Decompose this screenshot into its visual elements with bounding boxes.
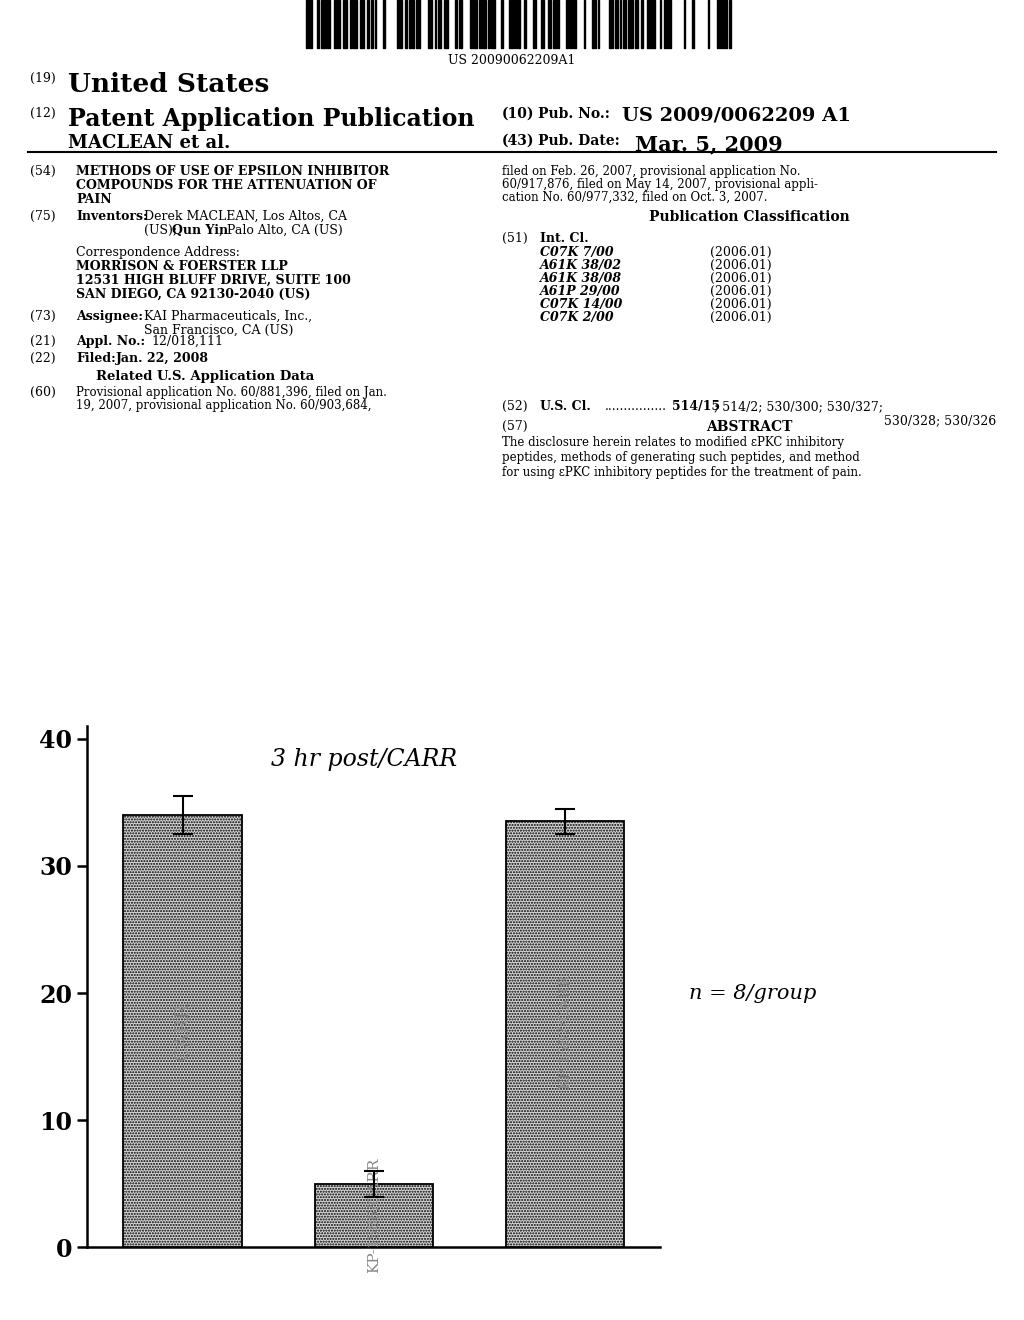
Text: PAIN: PAIN bbox=[76, 193, 112, 206]
Text: (43): (43) bbox=[502, 135, 535, 148]
Text: (2006.01): (2006.01) bbox=[710, 272, 772, 285]
Text: (73): (73) bbox=[30, 310, 55, 323]
Text: ABSTRACT: ABSTRACT bbox=[706, 420, 793, 434]
Text: Pub. Date:: Pub. Date: bbox=[538, 135, 620, 148]
Text: Publication Classification: Publication Classification bbox=[648, 210, 849, 224]
Text: (2006.01): (2006.01) bbox=[710, 312, 772, 323]
Text: (57): (57) bbox=[502, 420, 527, 433]
Text: (75): (75) bbox=[30, 210, 55, 223]
Text: (19): (19) bbox=[30, 73, 55, 84]
Text: MORRISON & FOERSTER LLP: MORRISON & FOERSTER LLP bbox=[76, 260, 288, 273]
Text: Correspondence Address:: Correspondence Address: bbox=[76, 246, 240, 259]
Text: Provisional application No. 60/881,396, filed on Jan.: Provisional application No. 60/881,396, … bbox=[76, 385, 387, 399]
Text: A61K 38/08: A61K 38/08 bbox=[540, 272, 623, 285]
Text: (22): (22) bbox=[30, 352, 55, 366]
Text: MACLEAN et al.: MACLEAN et al. bbox=[68, 135, 230, 152]
Bar bbox=[506, 821, 625, 1247]
Text: n = 8/group: n = 8/group bbox=[689, 983, 816, 1003]
Text: CARR: CARR bbox=[174, 1002, 191, 1060]
Text: METHODS OF USE OF EPSILON INHIBITOR: METHODS OF USE OF EPSILON INHIBITOR bbox=[76, 165, 389, 178]
Text: Appl. No.:: Appl. No.: bbox=[76, 335, 145, 348]
Text: A61P 29/00: A61P 29/00 bbox=[540, 285, 621, 298]
Text: SAN DIEGO, CA 92130-2040 (US): SAN DIEGO, CA 92130-2040 (US) bbox=[76, 288, 310, 301]
Text: C07K 2/00: C07K 2/00 bbox=[540, 312, 613, 323]
Text: Patent Application Publication: Patent Application Publication bbox=[68, 107, 474, 131]
Text: U.S. Cl.: U.S. Cl. bbox=[540, 400, 591, 413]
Text: C07K 14/00: C07K 14/00 bbox=[540, 298, 623, 312]
Text: filed on Feb. 26, 2007, provisional application No.: filed on Feb. 26, 2007, provisional appl… bbox=[502, 165, 801, 178]
Text: C07K 7/00: C07K 7/00 bbox=[540, 246, 613, 259]
Text: 19, 2007, provisional application No. 60/903,684,: 19, 2007, provisional application No. 60… bbox=[76, 399, 372, 412]
Text: , Palo Alto, CA (US): , Palo Alto, CA (US) bbox=[219, 224, 343, 238]
Text: 12531 HIGH BLUFF DRIVE, SUITE 100: 12531 HIGH BLUFF DRIVE, SUITE 100 bbox=[76, 275, 351, 286]
Text: Jan. 22, 2008: Jan. 22, 2008 bbox=[116, 352, 209, 366]
Text: Assignee:: Assignee: bbox=[76, 310, 143, 323]
Text: (12): (12) bbox=[30, 107, 55, 120]
Text: The disclosure herein relates to modified εPKC inhibitory
peptides, methods of g: The disclosure herein relates to modifie… bbox=[502, 436, 862, 479]
Text: (51): (51) bbox=[502, 232, 527, 246]
Text: (US);: (US); bbox=[144, 224, 181, 238]
Text: COMPOUNDS FOR THE ATTENUATION OF: COMPOUNDS FOR THE ATTENUATION OF bbox=[76, 180, 377, 191]
Text: United States: United States bbox=[68, 73, 269, 96]
Text: Int. Cl.: Int. Cl. bbox=[540, 232, 589, 246]
Text: ; 514/2; 530/300; 530/327;: ; 514/2; 530/300; 530/327; bbox=[714, 400, 883, 413]
Text: (60): (60) bbox=[30, 385, 56, 399]
Text: Inventors:: Inventors: bbox=[76, 210, 147, 223]
Text: San Francisco, CA (US): San Francisco, CA (US) bbox=[144, 323, 293, 337]
Text: ................: ................ bbox=[605, 400, 667, 413]
Text: A61K 38/02: A61K 38/02 bbox=[540, 259, 623, 272]
Text: (2006.01): (2006.01) bbox=[710, 298, 772, 312]
Text: 60/917,876, filed on May 14, 2007, provisional appli-: 60/917,876, filed on May 14, 2007, provi… bbox=[502, 178, 818, 191]
Text: US 20090062209A1: US 20090062209A1 bbox=[449, 54, 575, 67]
Text: (21): (21) bbox=[30, 335, 55, 348]
Text: Pub. No.:: Pub. No.: bbox=[538, 107, 610, 121]
Text: KAI Pharmaceuticals, Inc.,: KAI Pharmaceuticals, Inc., bbox=[144, 310, 312, 323]
Text: 530/328; 530/326: 530/328; 530/326 bbox=[884, 414, 996, 426]
Text: (10): (10) bbox=[502, 107, 535, 121]
Text: KP-1587/CARR: KP-1587/CARR bbox=[558, 974, 572, 1089]
Bar bbox=[314, 1184, 433, 1247]
Text: 514/15: 514/15 bbox=[672, 400, 720, 413]
Text: US 2009/0062209 A1: US 2009/0062209 A1 bbox=[622, 107, 851, 125]
Text: (2006.01): (2006.01) bbox=[710, 246, 772, 259]
Text: (2006.01): (2006.01) bbox=[710, 285, 772, 298]
Text: Mar. 5, 2009: Mar. 5, 2009 bbox=[635, 135, 782, 154]
Text: 12/018,111: 12/018,111 bbox=[151, 335, 223, 348]
Text: cation No. 60/977,332, filed on Oct. 3, 2007.: cation No. 60/977,332, filed on Oct. 3, … bbox=[502, 191, 768, 205]
Text: (54): (54) bbox=[30, 165, 55, 178]
Text: Qun Yin: Qun Yin bbox=[172, 224, 228, 238]
Text: Filed:: Filed: bbox=[76, 352, 116, 366]
Text: (52): (52) bbox=[502, 400, 527, 413]
Text: Related U.S. Application Data: Related U.S. Application Data bbox=[96, 370, 314, 383]
Text: (2006.01): (2006.01) bbox=[710, 259, 772, 272]
Text: KP-1586/CARR: KP-1586/CARR bbox=[367, 1158, 381, 1274]
Text: Derek MACLEAN, Los Altos, CA: Derek MACLEAN, Los Altos, CA bbox=[144, 210, 347, 223]
Text: 3 hr post/CARR: 3 hr post/CARR bbox=[271, 747, 458, 771]
Bar bbox=[123, 814, 242, 1247]
